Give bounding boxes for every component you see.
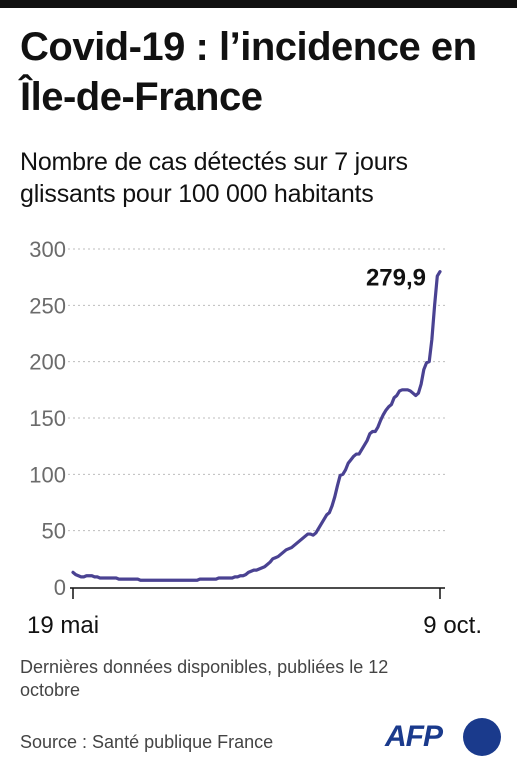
logo-dot-icon bbox=[463, 718, 501, 756]
x-tick-label-end: 9 oct. bbox=[423, 612, 482, 639]
afp-logo: AFP bbox=[385, 718, 505, 758]
y-tick-label: 100 bbox=[29, 462, 66, 487]
y-tick-label: 200 bbox=[29, 350, 66, 375]
source-text: Source : Santé publique France bbox=[20, 732, 274, 752]
y-tick-label: 0 bbox=[54, 575, 66, 600]
logo-text: AFP bbox=[385, 720, 443, 753]
chart-subtitle: Nombre de cas détectés sur 7 jours gliss… bbox=[20, 148, 408, 208]
y-axis-ticks: 0 50 100 150 200 250 300 bbox=[29, 237, 66, 600]
top-rule bbox=[0, 0, 517, 8]
series-layer bbox=[71, 270, 442, 582]
last-value-label: 279,9 bbox=[366, 265, 426, 292]
y-tick-label: 150 bbox=[29, 406, 66, 431]
x-tick-label-start: 19 mai bbox=[27, 612, 99, 639]
chart-title: Covid-19 : l’incidence en Île-de-France bbox=[20, 25, 477, 119]
series-line bbox=[71, 270, 442, 582]
y-tick-label: 300 bbox=[29, 237, 66, 262]
x-axis: 19 mai 9 oct. bbox=[27, 587, 482, 639]
labels-layer: 279,9 bbox=[366, 265, 426, 292]
y-tick-label: 50 bbox=[42, 519, 66, 544]
y-tick-label: 250 bbox=[29, 293, 66, 318]
data-note: Dernières données disponibles, publiées … bbox=[20, 657, 389, 700]
line-chart: 0 50 100 150 200 250 300 19 mai 9 oct. 279,9 bbox=[27, 237, 482, 639]
